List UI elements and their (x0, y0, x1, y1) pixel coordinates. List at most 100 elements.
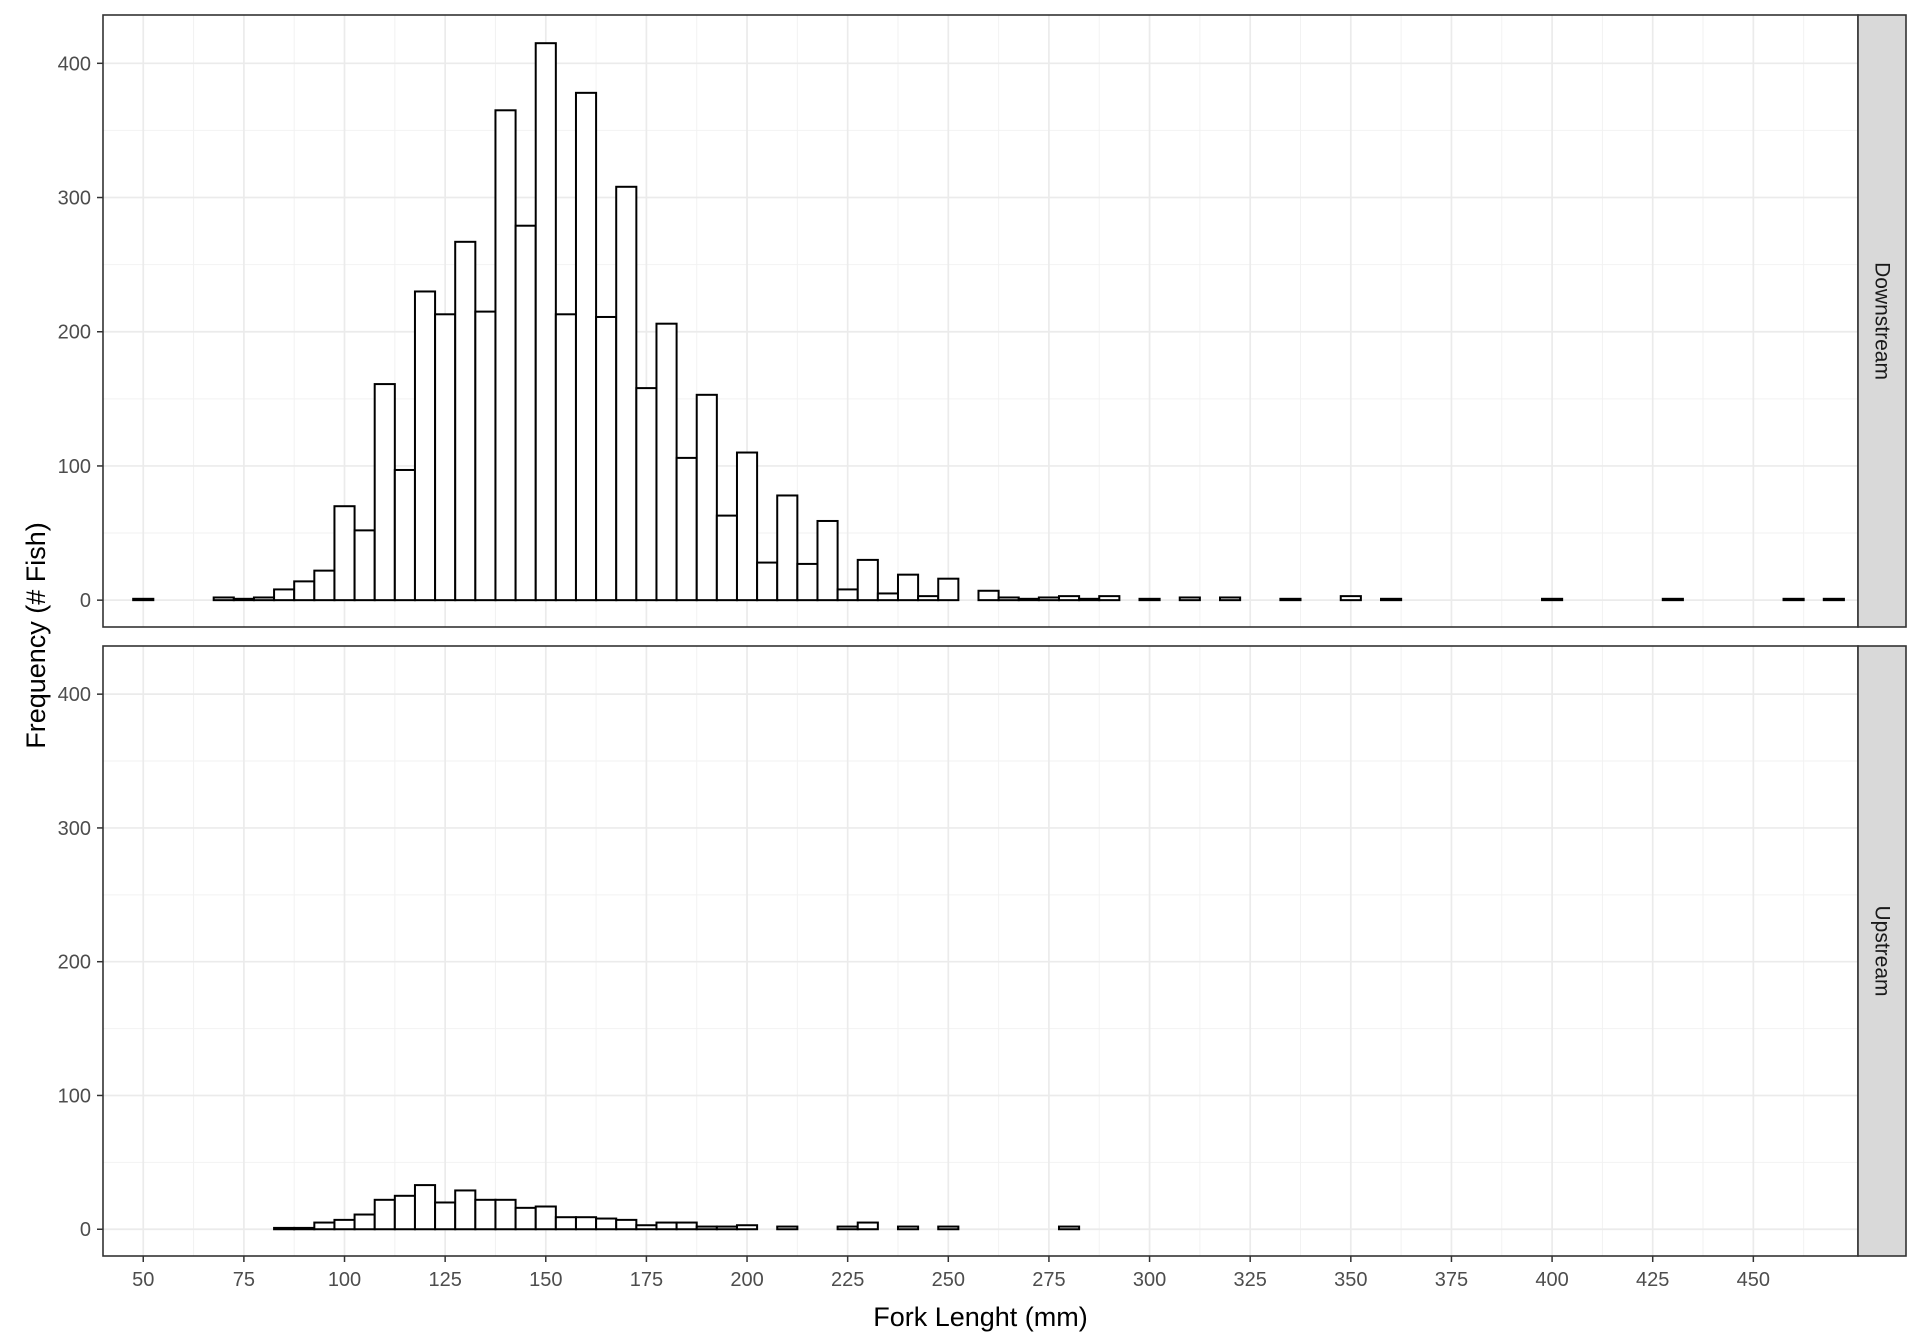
histogram-bar (534, 42, 557, 602)
histogram-bar (1219, 596, 1242, 602)
histogram-bar (434, 1201, 457, 1231)
histogram-bar (1782, 597, 1805, 602)
histogram-bar (1822, 597, 1845, 602)
histogram-bar (1098, 595, 1121, 602)
histogram-bar (393, 1194, 416, 1231)
y-tick-label: 300 (58, 188, 91, 210)
histogram-bar (1339, 595, 1362, 602)
y-axis-title: Frequency (# Fish) (21, 522, 51, 749)
histogram-bar (514, 224, 537, 602)
y-tick-label: 0 (80, 1219, 91, 1241)
histogram-bar (1541, 597, 1564, 602)
x-tick-label: 250 (932, 1269, 965, 1291)
histogram-bar (273, 1226, 296, 1231)
x-tick-label: 175 (630, 1269, 663, 1291)
x-tick-label: 300 (1133, 1269, 1166, 1291)
histogram-bar (695, 1225, 718, 1231)
histogram-bar (333, 505, 356, 602)
histogram-bar (836, 1225, 859, 1231)
x-tick-label: 425 (1636, 1269, 1669, 1291)
histogram-bar (534, 1205, 557, 1231)
histogram-bar (413, 290, 437, 602)
histogram-bar (836, 588, 859, 602)
histogram-bar (937, 577, 960, 602)
y-tick-label: 300 (58, 818, 91, 840)
histogram-bar (655, 1221, 678, 1231)
histogram-bar (514, 1206, 537, 1231)
histogram-bar (574, 1216, 598, 1231)
histogram-bar (796, 562, 819, 602)
histogram-bar (1661, 597, 1684, 602)
histogram-bar (1057, 595, 1081, 602)
histogram-bar (595, 315, 618, 602)
x-tick-label: 275 (1032, 1269, 1065, 1291)
histogram-bar (232, 597, 255, 602)
histogram-bar (756, 561, 779, 602)
histogram-bar (615, 185, 638, 602)
histogram-bar (574, 91, 598, 602)
x-tick-label: 200 (730, 1269, 763, 1291)
histogram-bar (856, 558, 879, 602)
histogram-bar (494, 1198, 517, 1231)
histogram-bar (1138, 597, 1161, 602)
histogram-bar (212, 596, 235, 602)
histogram-bar (675, 456, 698, 602)
histogram-bar (695, 393, 718, 602)
histogram-bar (1078, 597, 1101, 602)
histogram-bar (1037, 596, 1060, 602)
histogram-bar (474, 1198, 497, 1231)
y-tick-label: 400 (58, 684, 91, 706)
facet-strip-label: Downstream (1871, 262, 1894, 380)
histogram-bar (896, 573, 920, 602)
histogram-bar (554, 313, 577, 602)
histogram-bar (434, 313, 457, 602)
facet-strip-label: Upstream (1871, 905, 1894, 996)
histogram-bar (735, 1224, 759, 1231)
histogram-bar (635, 1224, 658, 1231)
histogram-bar (896, 1225, 920, 1231)
histogram-bar (997, 596, 1020, 602)
x-tick-label: 100 (328, 1269, 361, 1291)
x-tick-label: 375 (1435, 1269, 1468, 1291)
x-tick-label: 150 (529, 1269, 562, 1291)
x-tick-label: 125 (428, 1269, 461, 1291)
histogram-bar (313, 569, 336, 602)
histogram-bar (353, 529, 376, 602)
histogram-bar (655, 322, 678, 602)
histogram-bar (1380, 597, 1403, 602)
histogram-bar (293, 1226, 316, 1231)
histogram-bar (1178, 596, 1201, 602)
histogram-bar (393, 468, 416, 602)
histogram-bar (454, 240, 477, 602)
panel-border (102, 645, 1859, 1257)
histogram-bar (494, 109, 517, 602)
histogram-bar (715, 514, 738, 602)
axis-layer: 0 100 200 300 400 0 100 200 300 400 50 75 100 125 150 1… (58, 53, 1770, 1291)
histogram-bar (1279, 597, 1302, 602)
histogram-bar (856, 1221, 879, 1231)
x-tick-label: 75 (233, 1269, 255, 1291)
x-tick-label: 400 (1535, 1269, 1568, 1291)
facet-strip (1857, 645, 1907, 1257)
histogram-bar (313, 1221, 336, 1231)
x-axis-title: Fork Lenght (mm) (873, 1302, 1088, 1332)
frame-layer: Downstream Upstream (102, 14, 1907, 1257)
histogram-bar (1017, 597, 1040, 602)
histogram-bar (977, 589, 1000, 602)
histogram-bar (373, 1198, 396, 1231)
histogram-bar (776, 1225, 799, 1231)
y-tick-label: 0 (80, 590, 91, 612)
histogram-bar (373, 383, 396, 602)
histogram-bar (876, 592, 899, 602)
histogram-bar (353, 1213, 376, 1231)
y-tick-label: 100 (58, 1085, 91, 1107)
histogram-bar (273, 588, 296, 602)
facet-strip (1857, 14, 1907, 628)
x-tick-label: 350 (1334, 1269, 1367, 1291)
histogram-bar (474, 310, 497, 602)
histogram-bar (937, 1225, 960, 1231)
x-tick-label: 325 (1234, 1269, 1267, 1291)
histogram-bar (132, 597, 155, 602)
histogram-bar (333, 1218, 356, 1231)
